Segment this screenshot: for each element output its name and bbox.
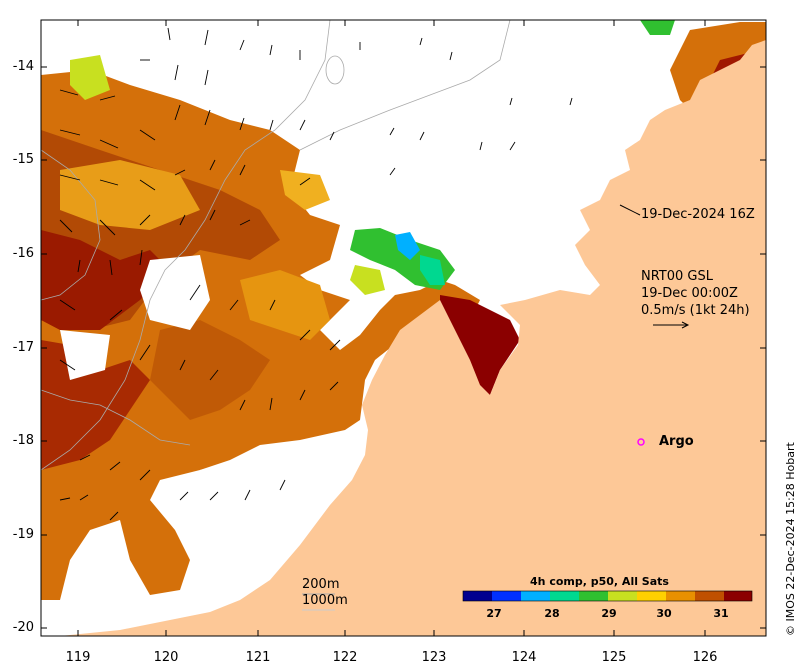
colorbar: [462, 590, 753, 602]
lat-tick-label: -18: [12, 433, 34, 448]
lon-tick-label: 123: [421, 650, 447, 665]
tick-marks: [41, 20, 766, 636]
lon-tick-label: 124: [511, 650, 537, 665]
lon-tick-label: 126: [692, 650, 718, 665]
lat-tick-label: -19: [12, 527, 34, 542]
time-pointer-line: [619, 204, 641, 216]
colorbar-tick: 29: [601, 607, 617, 620]
lon-tick-label: 119: [65, 650, 91, 665]
colorbar-tick: 27: [486, 607, 502, 620]
lat-tick-label: -14: [12, 59, 34, 74]
argo-marker[interactable]: [637, 438, 645, 446]
credit-text: © IMOS 22-Dec-2024 15:28 Hobart: [784, 442, 797, 636]
current-vectors: [59, 27, 573, 521]
lon-tick-label: 121: [245, 650, 271, 665]
current-time-label: 19-Dec 00:00Z: [641, 286, 738, 301]
lon-tick-label: 120: [153, 650, 179, 665]
contour-1000-label: 1000m: [302, 593, 348, 608]
timestamp-label: 19-Dec-2024 16Z: [641, 207, 755, 222]
bathymetry-contours: [40, 19, 511, 471]
argo-label[interactable]: Argo: [659, 434, 694, 449]
lat-tick-label: -16: [12, 246, 34, 261]
colorbar-tick: 28: [544, 607, 560, 620]
land-mass: [60, 20, 766, 636]
lon-tick-label: 125: [601, 650, 627, 665]
scale-label: 0.5m/s (1kt 24h): [641, 303, 750, 318]
lat-tick-label: -20: [12, 620, 34, 635]
scale-arrowhead: [681, 321, 690, 329]
product-label: NRT00 GSL: [641, 269, 713, 284]
plot-frame: [40, 19, 767, 637]
colorbar-tick: 30: [656, 607, 672, 620]
lon-tick-label: 122: [332, 650, 358, 665]
lat-tick-label: -15: [12, 152, 34, 167]
lat-tick-label: -17: [12, 340, 34, 355]
contour-200-label: 200m: [302, 577, 340, 592]
colorbar-tick: 31: [713, 607, 729, 620]
colorbar-title: 4h comp, p50, All Sats: [530, 575, 669, 588]
